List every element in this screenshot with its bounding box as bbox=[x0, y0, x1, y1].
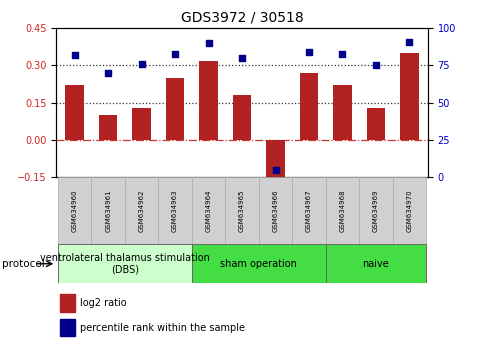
Point bbox=[204, 40, 212, 46]
Bar bbox=[325, 177, 359, 244]
Bar bbox=[60, 319, 75, 336]
Point bbox=[104, 70, 112, 76]
Text: GSM634966: GSM634966 bbox=[272, 189, 278, 232]
Text: naive: naive bbox=[362, 259, 388, 269]
Bar bbox=[65, 85, 83, 140]
Text: GSM634962: GSM634962 bbox=[138, 189, 144, 232]
Bar bbox=[359, 177, 392, 244]
Text: GSM634963: GSM634963 bbox=[172, 189, 178, 232]
Bar bbox=[225, 177, 258, 244]
Bar bbox=[58, 177, 91, 244]
Bar bbox=[392, 177, 426, 244]
Bar bbox=[292, 177, 325, 244]
Bar bbox=[124, 177, 158, 244]
Point bbox=[271, 167, 279, 172]
Bar bbox=[400, 53, 418, 140]
Point bbox=[338, 51, 346, 56]
Text: GSM634965: GSM634965 bbox=[239, 189, 244, 232]
Text: GSM634967: GSM634967 bbox=[305, 189, 311, 232]
Text: GSM634960: GSM634960 bbox=[72, 189, 78, 232]
Bar bbox=[299, 73, 318, 140]
Text: GSM634970: GSM634970 bbox=[406, 189, 411, 232]
Point bbox=[305, 49, 312, 55]
Text: log2 ratio: log2 ratio bbox=[80, 298, 127, 308]
Text: GSM634964: GSM634964 bbox=[205, 189, 211, 232]
Text: ventrolateral thalamus stimulation
(DBS): ventrolateral thalamus stimulation (DBS) bbox=[40, 253, 209, 275]
Bar bbox=[60, 294, 75, 312]
Bar bbox=[158, 177, 191, 244]
Bar bbox=[132, 108, 150, 140]
Point bbox=[405, 39, 412, 45]
Text: GSM634968: GSM634968 bbox=[339, 189, 345, 232]
Text: percentile rank within the sample: percentile rank within the sample bbox=[80, 323, 245, 333]
Text: sham operation: sham operation bbox=[220, 259, 297, 269]
Point bbox=[138, 61, 145, 67]
Bar bbox=[58, 244, 191, 283]
Bar bbox=[99, 115, 117, 140]
Bar bbox=[333, 85, 351, 140]
Text: GDS3972 / 30518: GDS3972 / 30518 bbox=[180, 11, 303, 25]
Point bbox=[171, 51, 179, 56]
Bar bbox=[258, 177, 292, 244]
Text: GSM634961: GSM634961 bbox=[105, 189, 111, 232]
Point bbox=[371, 63, 379, 68]
Bar bbox=[165, 78, 184, 140]
Bar bbox=[266, 140, 284, 189]
Point bbox=[238, 55, 245, 61]
Bar bbox=[366, 108, 385, 140]
Bar bbox=[191, 177, 225, 244]
Bar bbox=[91, 177, 124, 244]
Text: protocol: protocol bbox=[2, 259, 45, 269]
Point bbox=[71, 52, 79, 58]
Bar bbox=[191, 244, 325, 283]
Bar bbox=[325, 244, 426, 283]
Bar bbox=[232, 95, 251, 140]
Bar bbox=[199, 61, 217, 140]
Text: GSM634969: GSM634969 bbox=[372, 189, 378, 232]
